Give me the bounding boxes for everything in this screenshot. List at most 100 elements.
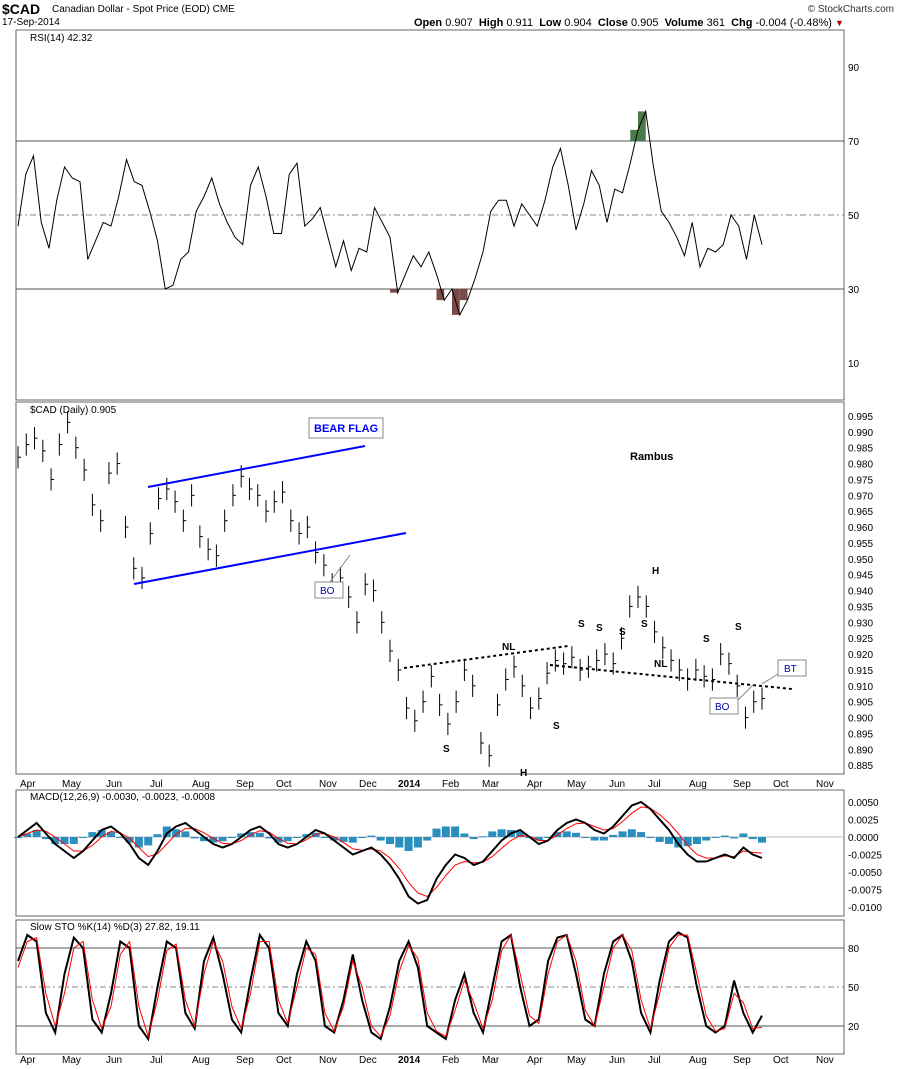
low-value: 0.904 <box>564 17 592 29</box>
bo-box <box>314 581 344 599</box>
symbol-label: $CAD <box>2 1 41 17</box>
macd-histogram-bar <box>581 837 590 838</box>
price-tick-label: 0.915 <box>848 666 873 677</box>
macd-histogram-bar <box>274 837 283 843</box>
macd-histogram-bar <box>367 835 376 837</box>
macd-histogram-bar <box>237 833 246 837</box>
bt-box <box>777 659 807 677</box>
s-label: S <box>735 622 742 633</box>
x-tick-label: Aug <box>192 779 210 790</box>
macd-histogram-bar <box>516 831 525 837</box>
macd-histogram-bar <box>544 837 553 838</box>
macd-histogram-bar <box>255 832 264 837</box>
x-tick-label: Sep <box>236 1055 254 1066</box>
ohlc-readout: Open 0.907 High 0.911 Low 0.904 Close 0.… <box>414 17 844 29</box>
macd-histogram-bar <box>190 837 199 839</box>
bo-pointer <box>737 683 755 701</box>
macd-tick-label: 0.0050 <box>848 798 879 809</box>
chg-value: -0.004 (-0.48%) <box>755 17 832 29</box>
sto-tick-label: 80 <box>848 944 860 955</box>
x-tick-label: Feb <box>442 779 460 790</box>
macd-histogram-bar <box>646 837 655 838</box>
x-tick-label: Sep <box>733 1055 751 1066</box>
macd-histogram-bar <box>488 831 497 837</box>
x-tick-label: Jun <box>609 779 625 790</box>
macd-histogram-bar <box>311 832 320 837</box>
high-value: 0.911 <box>506 17 534 29</box>
x-tick-label: Feb <box>442 1055 460 1066</box>
macd-histogram-bar <box>283 837 292 842</box>
macd-histogram-bar <box>562 831 571 837</box>
macd-histogram-bar <box>320 837 329 838</box>
macd-histogram-bar <box>665 837 673 844</box>
macd-histogram-bar <box>599 837 608 841</box>
price-tick-label: 0.930 <box>848 618 873 629</box>
macd-histogram-bar <box>441 826 450 837</box>
price-tick-label: 0.900 <box>848 714 873 725</box>
x-tick-label: Jun <box>106 1055 122 1066</box>
macd-histogram-bar <box>534 837 543 841</box>
description-label: Canadian Dollar - Spot Price (EOD) CME <box>52 4 235 15</box>
rsi-oversold-fill <box>390 289 398 293</box>
macd-histogram-bar <box>339 837 348 842</box>
rsi-tick-label: 10 <box>848 359 860 370</box>
x-tick-label: May <box>567 1055 586 1066</box>
x-tick-label: Aug <box>192 1055 210 1066</box>
macd-histogram-bar <box>32 830 41 837</box>
price-tick-label: 0.945 <box>848 571 873 582</box>
rsi-title: RSI(14) 42.32 <box>30 33 93 44</box>
open-value: 0.907 <box>445 17 473 29</box>
bear-flag-box <box>308 417 384 439</box>
macd-histogram-bar <box>218 837 227 842</box>
macd-tick-label: -0.0100 <box>848 903 882 914</box>
macd-histogram-bar <box>116 837 125 838</box>
macd-histogram-bar <box>497 829 506 837</box>
rsi-line <box>17 109 763 317</box>
macd-histogram-bar <box>748 837 757 840</box>
price-tick-label: 0.975 <box>848 475 873 486</box>
macd-tick-label: 0.0000 <box>848 833 879 844</box>
x-tick-label: Oct <box>773 1055 789 1066</box>
price-tick-label: 0.995 <box>848 412 873 423</box>
x-tick-label: Sep <box>733 779 751 790</box>
macd-histogram-bar <box>172 829 181 837</box>
macd-line <box>17 800 763 905</box>
macd-histogram-bar <box>413 837 422 848</box>
macd-histogram-bar <box>60 837 69 844</box>
x-tick-label: Mar <box>482 1055 500 1066</box>
chart-header: $CAD Canadian Dollar - Spot Price (EOD) … <box>0 0 900 30</box>
sto-tick-label: 50 <box>848 983 860 994</box>
macd-histogram-bar <box>348 837 357 843</box>
macd-histogram-bar <box>479 836 487 838</box>
x-tick-label: Jun <box>106 779 122 790</box>
sto-title: Slow STO %K(14) %D(3) 27.82, 19.11 <box>30 922 200 933</box>
s-label: S <box>596 623 603 634</box>
x-tick-label: 2014 <box>398 1055 421 1066</box>
x-tick-label: 2014 <box>398 779 421 790</box>
x-tick-label: Sep <box>236 779 254 790</box>
x-tick-label: Dec <box>359 779 377 790</box>
macd-histogram-bar <box>395 837 404 848</box>
x-tick-label: Oct <box>276 1055 292 1066</box>
volume-value: 361 <box>706 17 725 29</box>
macd-panel <box>15 789 845 917</box>
macd-histogram-bar <box>134 837 143 848</box>
x-tick-label: May <box>62 779 81 790</box>
s-label: S <box>578 619 585 630</box>
x-tick-label: Apr <box>527 1055 543 1066</box>
x-tick-label: Jun <box>609 1055 625 1066</box>
macd-histogram-bar <box>227 837 236 838</box>
price-panel <box>15 401 845 775</box>
macd-histogram-bar <box>451 826 460 837</box>
high-label: High <box>478 17 504 29</box>
bt-pointer <box>761 673 779 685</box>
h-label: H <box>652 566 659 577</box>
price-title: $CAD (Daily) 0.905 <box>30 405 117 416</box>
macd-histogram-bar <box>711 837 720 838</box>
x-tick-label: Jul <box>150 779 163 790</box>
bo-box <box>709 697 739 715</box>
macd-histogram-bar <box>386 837 394 844</box>
macd-histogram-bar <box>200 837 208 842</box>
neckline-top <box>549 664 793 690</box>
channel-upper-line <box>147 445 366 488</box>
